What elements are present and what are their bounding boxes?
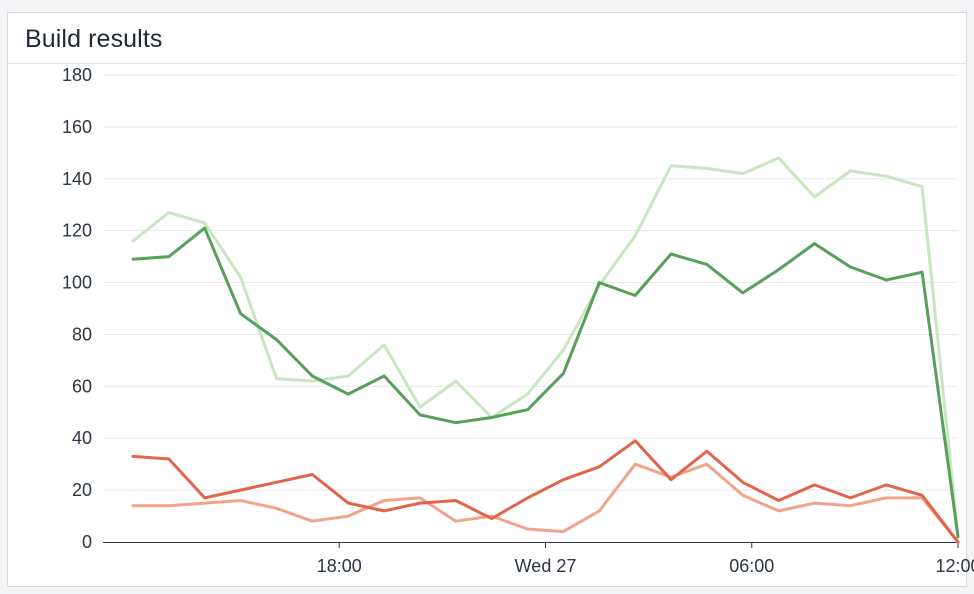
y-tick-label-160: 160 — [62, 117, 92, 137]
build-results-panel: Build results — [7, 12, 967, 587]
series-line-3 — [131, 439, 960, 544]
series-line-1 — [131, 226, 960, 539]
x-tick-label: Wed 27 — [515, 556, 577, 576]
y-tick-label-80: 80 — [72, 324, 92, 344]
y-tick-label-120: 120 — [62, 221, 92, 241]
x-tick-label: 12:00 — [935, 556, 974, 576]
panel-header: Build results — [8, 13, 966, 64]
panel-title: Build results — [25, 25, 163, 53]
x-tick-label: 06:00 — [729, 556, 774, 576]
y-tick-label-100: 100 — [62, 273, 92, 293]
y-tick-label-60: 60 — [72, 376, 92, 396]
x-tick-label: 18:00 — [317, 556, 362, 576]
y-tick-label-40: 40 — [72, 428, 92, 448]
series-line-0 — [131, 156, 960, 539]
y-tick-label-0: 0 — [82, 532, 92, 552]
series-line-2 — [131, 462, 960, 544]
y-tick-label-140: 140 — [62, 169, 92, 189]
y-tick-label-20: 20 — [72, 480, 92, 500]
y-tick-label-180: 180 — [62, 65, 92, 85]
